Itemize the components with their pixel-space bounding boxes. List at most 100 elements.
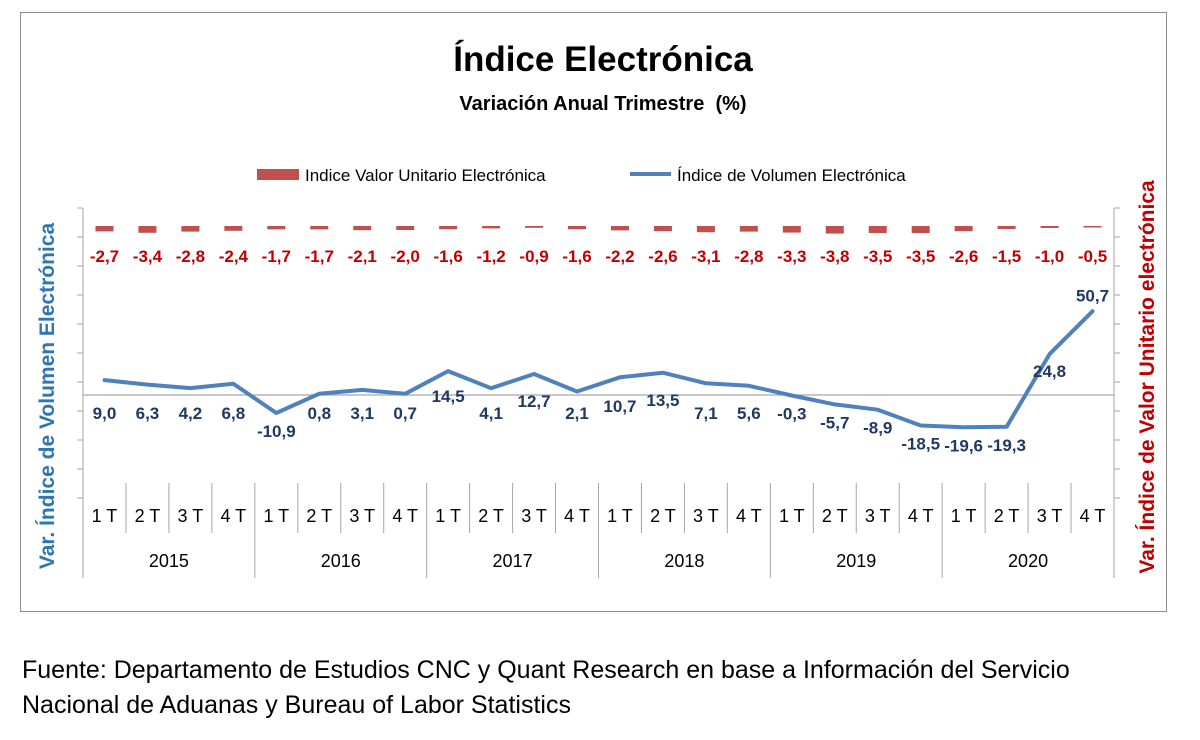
valor-unitario-dash <box>267 226 286 230</box>
valor-unitario-data-label: -0,5 <box>1078 247 1107 266</box>
volumen-data-label: 50,7 <box>1076 286 1109 305</box>
volumen-data-label: 12,7 <box>518 392 551 411</box>
x-tick-label-year: 2016 <box>321 551 361 571</box>
valor-unitario-dash <box>224 226 243 231</box>
valor-unitario-data-label: -3,5 <box>906 247 935 266</box>
chart-subtitle: Variación Anual Trimestre (%) <box>459 93 746 115</box>
volumen-data-label: 0,8 <box>307 404 331 423</box>
valor-unitario-dash <box>868 226 887 233</box>
series-volumen: 9,0 6,3 4,2 6,8 -10,9 0,8 3,1 0,7 14,5 4,1 12,7 2,1… <box>93 286 1109 455</box>
x-tick-label-quarter: 4 T <box>1080 506 1106 526</box>
x-tick-label-quarter: 1 T <box>607 506 633 526</box>
valor-unitario-data-label: -2,6 <box>949 247 978 266</box>
valor-unitario-data-label: -1,6 <box>562 247 591 266</box>
valor-unitario-data-label: -1,0 <box>1035 247 1064 266</box>
valor-unitario-data-label: -2,4 <box>219 247 249 266</box>
volumen-data-label: -10,9 <box>257 422 296 441</box>
valor-unitario-data-label: -1,7 <box>305 247 334 266</box>
volumen-data-label: 4,1 <box>479 404 503 423</box>
x-tick-label-quarter: 2 T <box>306 506 332 526</box>
valor-unitario-data-label: -2,7 <box>90 247 119 266</box>
x-axis-labels: 1 T 2 T 3 T 4 T 1 T 2 T 3 T 4 T 1 T 2 T 3 T 4 T 1 T 2… <box>92 506 1106 571</box>
x-tick-label-year: 2020 <box>1008 551 1048 571</box>
x-tick-label-quarter: 4 T <box>908 506 934 526</box>
valor-unitario-dash <box>911 226 930 233</box>
valor-unitario-dash <box>525 226 544 228</box>
volumen-data-label: -8,9 <box>863 419 892 438</box>
source-line-1: Fuente: Departamento de Estudios CNC y Q… <box>22 656 1070 684</box>
valor-unitario-data-label: -3,5 <box>863 247 892 266</box>
valor-unitario-data-label: -0,9 <box>519 247 548 266</box>
x-tick-label-quarter: 3 T <box>693 506 719 526</box>
volumen-data-label: 24,8 <box>1033 362 1066 381</box>
x-tick-label-year: 2017 <box>493 551 533 571</box>
valor-unitario-dash <box>653 226 672 232</box>
valor-unitario-data-label: -1,2 <box>476 247 505 266</box>
x-tick-label-quarter: 4 T <box>564 506 590 526</box>
volumen-data-label: 14,5 <box>432 387 465 406</box>
x-tick-label-quarter: 2 T <box>822 506 848 526</box>
volumen-data-label: 7,1 <box>694 404 718 423</box>
valor-unitario-dash <box>1040 226 1059 228</box>
axes <box>77 207 1120 578</box>
source-line-2: Nacional de Aduanas y Bureau of Labor St… <box>22 691 571 719</box>
volumen-data-label: 3,1 <box>350 404 374 423</box>
valor-unitario-data-label: -3,3 <box>777 247 806 266</box>
chart-title: Índice Electrónica <box>453 39 753 79</box>
x-tick-label-quarter: 2 T <box>994 506 1020 526</box>
valor-unitario-dash <box>181 226 200 232</box>
valor-unitario-data-label: -2,8 <box>734 247 763 266</box>
volumen-data-label: 4,2 <box>179 404 203 423</box>
volumen-line <box>102 309 1095 430</box>
volumen-data-label: 6,3 <box>136 404 160 423</box>
x-tick-label-quarter: 4 T <box>736 506 762 526</box>
valor-unitario-dash <box>138 226 157 233</box>
valor-unitario-data-label: -2,1 <box>348 247 377 266</box>
valor-unitario-dash <box>739 226 758 232</box>
x-tick-label-quarter: 1 T <box>435 506 461 526</box>
x-tick-label-quarter: 3 T <box>178 506 204 526</box>
volumen-data-label: 6,8 <box>222 404 246 423</box>
valor-unitario-data-label: -2,2 <box>605 247 634 266</box>
valor-unitario-dash <box>954 226 973 232</box>
volumen-data-label: 0,7 <box>393 404 417 423</box>
valor-unitario-dash <box>482 226 501 229</box>
x-tick-label-year: 2018 <box>664 551 704 571</box>
volumen-data-label: -18,5 <box>901 435 940 454</box>
x-tick-label-quarter: 3 T <box>349 506 375 526</box>
volumen-data-label: -19,6 <box>944 436 983 455</box>
valor-unitario-dash <box>439 226 458 230</box>
legend-label-volumen: Índice de Volumen Electrónica <box>677 166 906 185</box>
valor-unitario-data-label: -1,5 <box>992 247 1021 266</box>
valor-unitario-data-label: -3,1 <box>691 247 720 266</box>
y-axis-label-left: Var. Índice de Volumen Electrónica <box>36 223 59 570</box>
chart-frame: Índice Electrónica Variación Anual Trime… <box>20 12 1167 612</box>
valor-unitario-dash <box>568 226 587 230</box>
volumen-data-label: -5,7 <box>820 413 849 432</box>
x-tick-label-year: 2015 <box>149 551 189 571</box>
volumen-data-label: 9,0 <box>93 404 117 423</box>
x-tick-label-quarter: 2 T <box>135 506 161 526</box>
legend-swatch-valor-unitario <box>257 169 299 180</box>
valor-unitario-data-label: -1,6 <box>433 247 462 266</box>
series-valor-unitario: -2,7 -3,4 -2,8 -2,4 -1,7 -1,7 -2,1 -2,0 -1,6 -1,2… <box>90 226 1107 266</box>
source-note: Fuente: Departamento de Estudios CNC y Q… <box>22 653 1182 723</box>
x-tick-label-quarter: 1 T <box>779 506 805 526</box>
valor-unitario-data-label: -2,0 <box>391 247 420 266</box>
valor-unitario-data-label: -1,7 <box>262 247 291 266</box>
x-tick-label-quarter: 1 T <box>951 506 977 526</box>
valor-unitario-data-label: -2,6 <box>648 247 677 266</box>
valor-unitario-dash <box>310 226 329 230</box>
volumen-data-label: 10,7 <box>603 397 636 416</box>
chart-svg: Índice Electrónica Variación Anual Trime… <box>36 39 1159 578</box>
valor-unitario-dash <box>396 226 415 230</box>
valor-unitario-dash <box>1083 226 1102 228</box>
x-tick-label-quarter: 4 T <box>221 506 247 526</box>
valor-unitario-data-label: -2,8 <box>176 247 205 266</box>
legend-label-valor-unitario: Indice Valor Unitario Electrónica <box>305 166 546 185</box>
volumen-data-label: 5,6 <box>737 404 761 423</box>
x-tick-label-quarter: 2 T <box>650 506 676 526</box>
x-tick-label-quarter: 3 T <box>865 506 891 526</box>
y-axis-label-right: Var. Índice de Valor Unitario electrónic… <box>1136 180 1159 574</box>
x-tick-label-quarter: 1 T <box>92 506 118 526</box>
